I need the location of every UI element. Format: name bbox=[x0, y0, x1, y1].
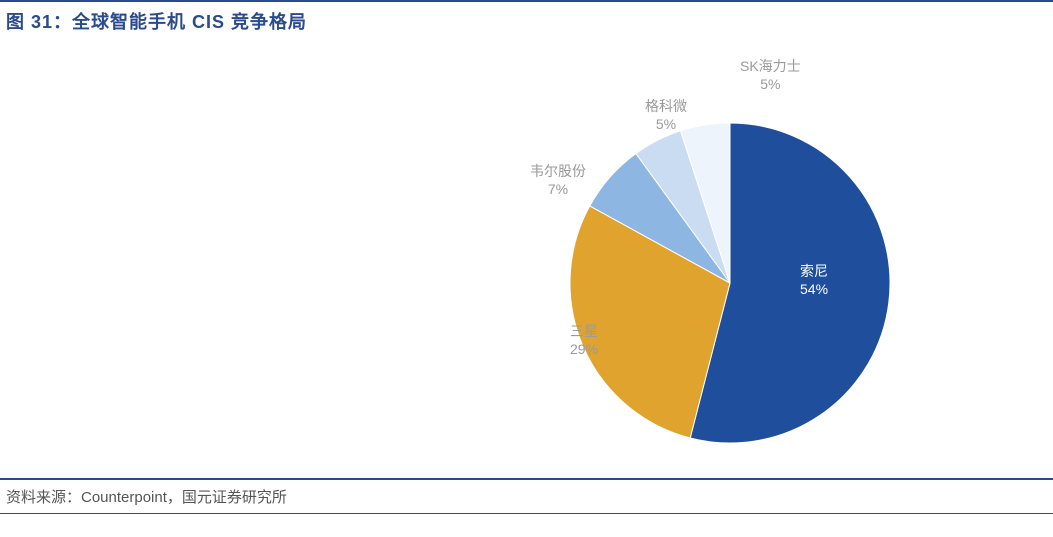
pie-slice-label: 三星29% bbox=[570, 323, 598, 358]
pie-svg bbox=[560, 88, 900, 478]
pie-chart: 索尼54%三星29%韦尔股份7%格科微5%SK海力士5% bbox=[560, 88, 900, 428]
slice-percent: 54% bbox=[800, 281, 828, 299]
pie-slice-label: 索尼54% bbox=[800, 263, 828, 298]
figure-title-bar: 图 31：全球智能手机 CIS 竞争格局 bbox=[0, 0, 1053, 38]
slice-percent: 5% bbox=[740, 76, 801, 94]
source-footer: 资料来源：Counterpoint，国元证券研究所 bbox=[0, 478, 1053, 514]
slice-name: 索尼 bbox=[800, 263, 828, 281]
pie-slice-label: SK海力士5% bbox=[740, 58, 801, 93]
slice-name: 三星 bbox=[570, 323, 598, 341]
slice-name: SK海力士 bbox=[740, 58, 801, 76]
figure-title: 图 31：全球智能手机 CIS 竞争格局 bbox=[6, 12, 307, 32]
source-text: 资料来源：Counterpoint，国元证券研究所 bbox=[6, 489, 287, 506]
chart-area: 索尼54%三星29%韦尔股份7%格科微5%SK海力士5% bbox=[0, 38, 1053, 478]
slice-name: 格科微 bbox=[645, 98, 687, 116]
pie-slice-label: 格科微5% bbox=[645, 98, 687, 133]
slice-percent: 7% bbox=[530, 181, 586, 199]
slice-percent: 29% bbox=[570, 341, 598, 359]
slice-name: 韦尔股份 bbox=[530, 163, 586, 181]
slice-percent: 5% bbox=[645, 116, 687, 134]
pie-slice-label: 韦尔股份7% bbox=[530, 163, 586, 198]
